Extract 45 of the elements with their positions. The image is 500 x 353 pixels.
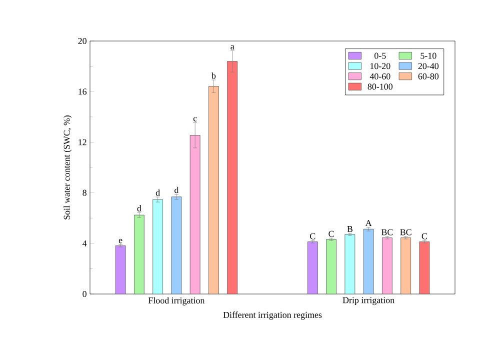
- bar: [326, 239, 336, 294]
- x-axis-title: Different irrigation regimes: [223, 312, 322, 320]
- data-label: b: [211, 72, 216, 79]
- legend-label: 10-20: [370, 63, 390, 70]
- legend-label: 0-5: [374, 52, 386, 59]
- data-label: d: [174, 186, 179, 194]
- data-label: C: [310, 233, 316, 240]
- legend-label: 60-80: [418, 73, 439, 80]
- y-tick-label: 12: [78, 139, 86, 146]
- legend-label: 40-60: [370, 73, 390, 80]
- bar: [152, 199, 163, 294]
- data-label: a: [230, 45, 234, 50]
- y-tick-label: 20: [78, 38, 86, 44]
- bar: [307, 242, 318, 294]
- bar: [419, 242, 430, 294]
- y-tick-label: 0: [82, 290, 86, 298]
- data-label: C: [328, 230, 334, 237]
- data-label: d: [137, 205, 142, 212]
- y-tick-label: 8: [82, 190, 86, 196]
- bar: [227, 61, 238, 294]
- data-label: c: [193, 117, 197, 122]
- bar: [115, 245, 126, 294]
- bar: [363, 228, 374, 294]
- bar: [382, 238, 392, 294]
- bar: [190, 135, 200, 294]
- y-tick-label: 16: [78, 88, 87, 95]
- x-tick-label: Drip irrigation: [342, 297, 394, 306]
- data-label: e: [118, 238, 122, 244]
- x-tick-label: Flood irrigation: [148, 297, 205, 306]
- bar: [134, 214, 144, 294]
- data-label: d: [156, 189, 160, 196]
- data-label: C: [422, 233, 427, 240]
- legend-label: 80-100: [368, 84, 393, 90]
- legend-label: 5-10: [420, 52, 436, 59]
- y-tick-label: 4: [82, 240, 87, 246]
- legend-label: 20-40: [418, 63, 439, 70]
- bar: [344, 234, 356, 294]
- data-label: BC: [381, 229, 393, 236]
- y-axis-title: Soil water content (SWC, %): [64, 115, 72, 220]
- bar: [208, 86, 219, 294]
- bar: [171, 196, 182, 294]
- data-label: BC: [400, 229, 412, 236]
- data-label: A: [365, 220, 372, 226]
- bar: [400, 238, 412, 294]
- data-label: B: [347, 226, 352, 232]
